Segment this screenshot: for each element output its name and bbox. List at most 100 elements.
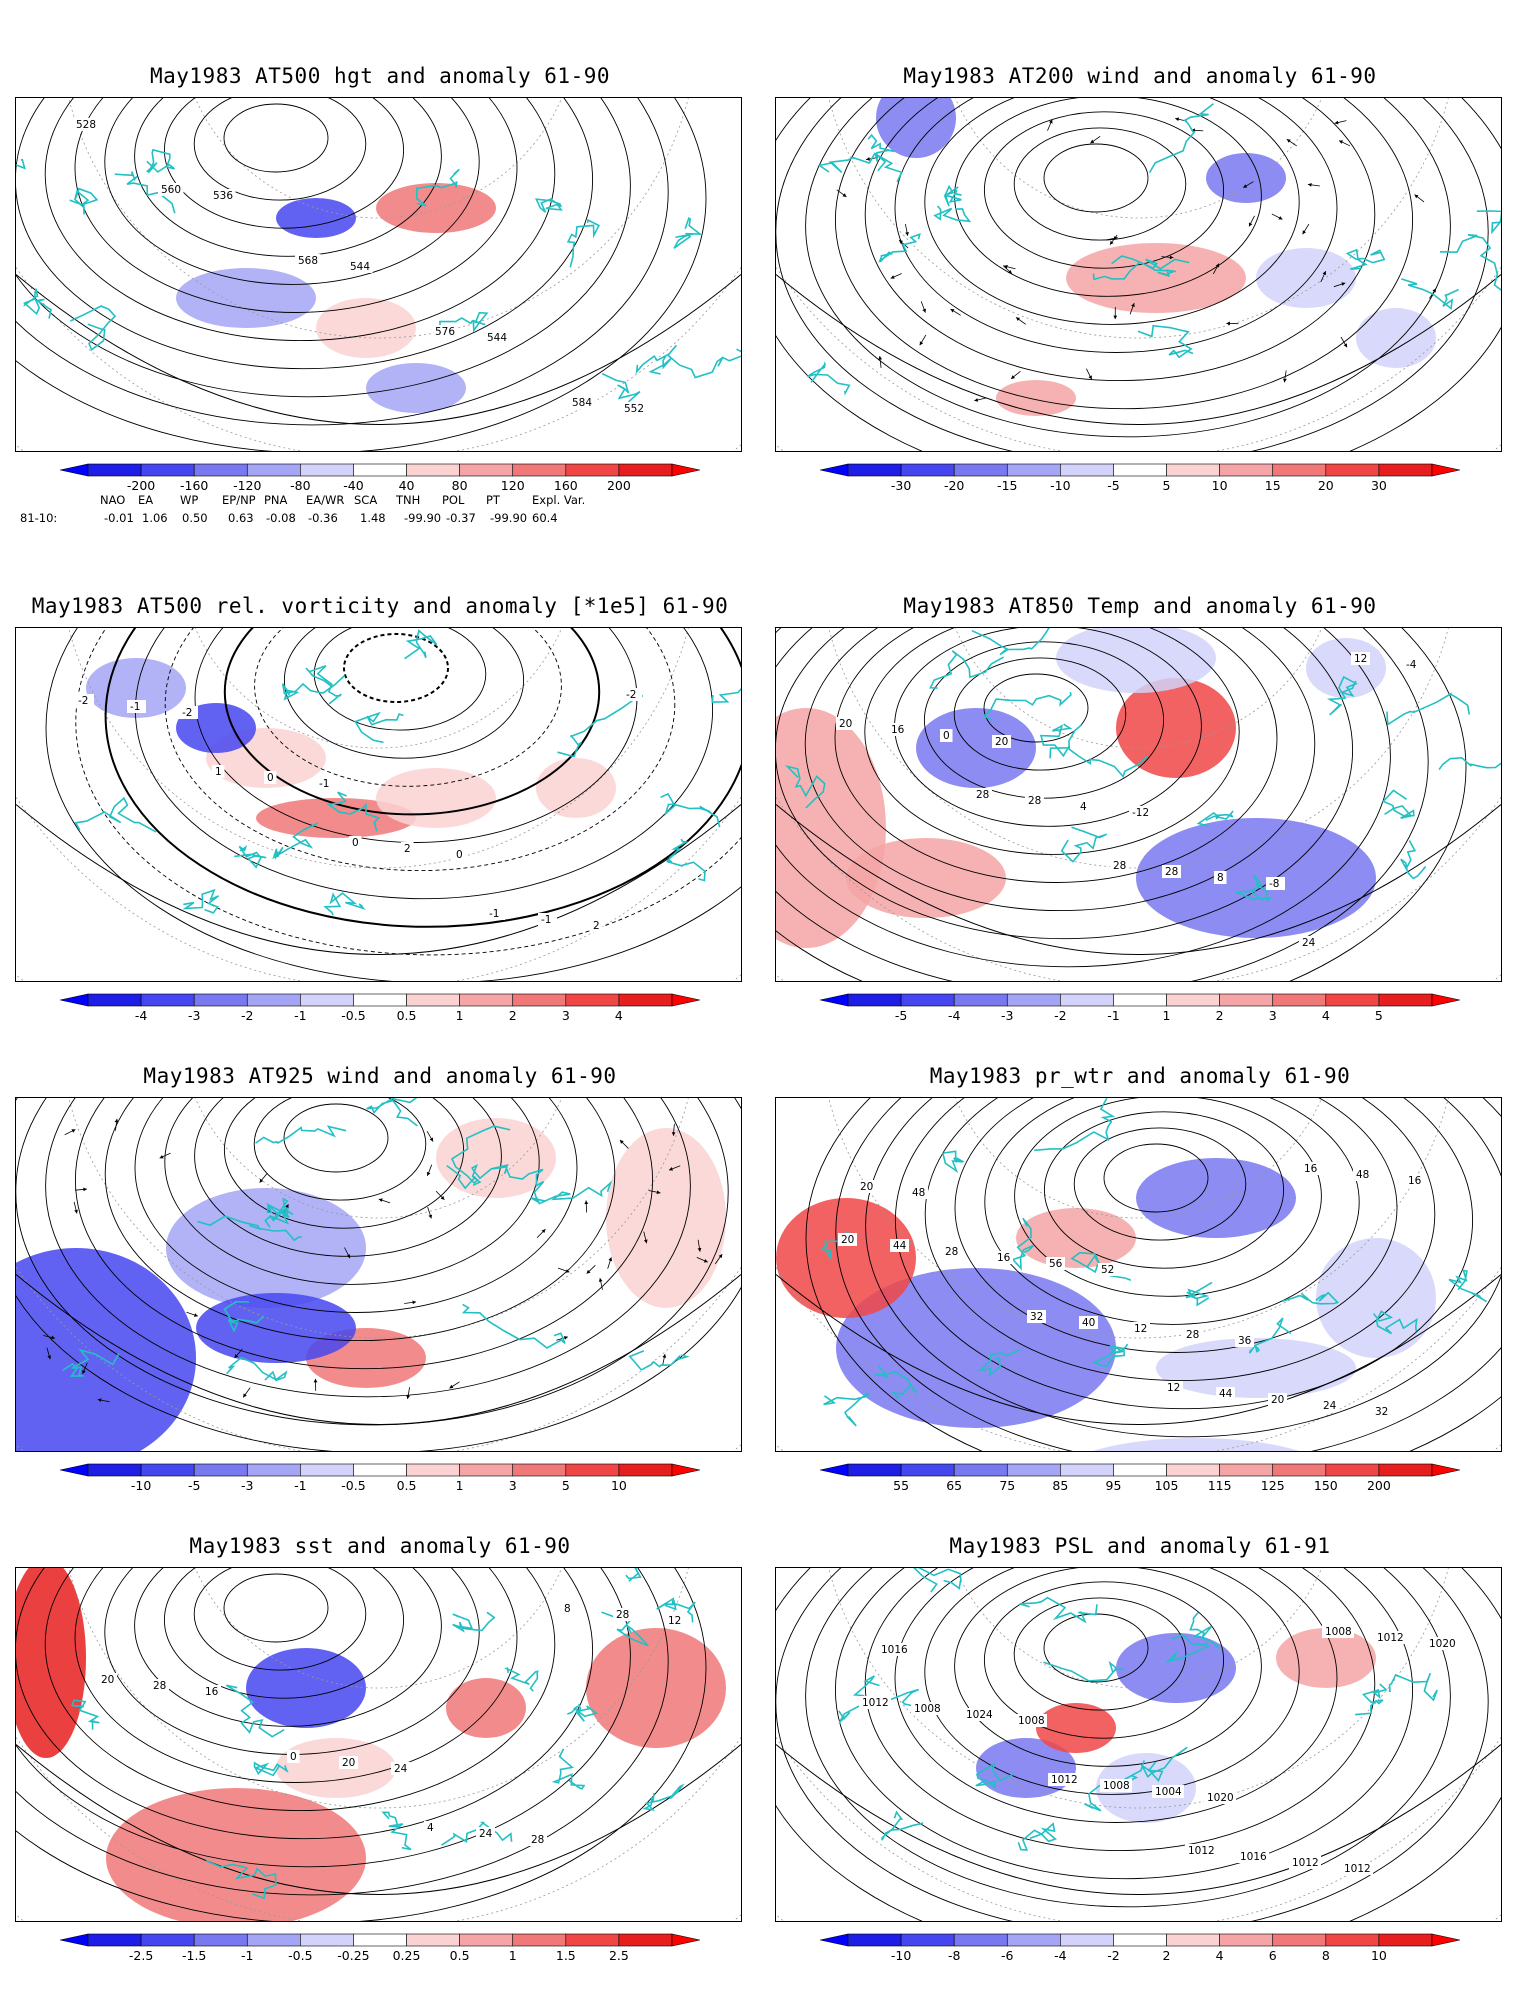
colorbar: -10 -8 -6 -4 -2 2 4 6 8 10 [819,1930,1461,1970]
colorbar-segment [1166,1933,1220,1947]
coastline [660,792,721,828]
colorbar-tick-label: -4 [947,1008,961,1023]
colorbar-segment [300,463,354,477]
coastline [146,148,175,174]
coastline [1476,210,1501,235]
streamline-arrow [1226,321,1230,326]
streamline-arrow [669,1167,674,1171]
streamline-arrow [412,1300,417,1305]
colorbar-segment [1113,463,1167,477]
contour-label-bg [1374,1631,1406,1644]
map-svg: 1020 1012 1016 1008 1004 1012 1020 1024 1008 1016… [776,1568,1501,1921]
contour-label-bg [1235,1334,1254,1347]
contour-label-bg [1048,1773,1080,1786]
contour-line [254,628,562,787]
streamline-arrow [697,1247,702,1252]
map-svg [16,1098,741,1451]
tele-header: PT [486,493,500,507]
colorbar-labels: -30 -20 -15 -10 -5 5 10 15 20 30 [820,478,1460,496]
colorbar: 55 65 75 85 95 105 115 125 150 200 [819,1460,1461,1500]
latitude-circle [194,1568,563,1689]
coastline [1017,1822,1058,1851]
contour-label: 0 [290,1751,297,1763]
hemisphere-edge [776,1744,1501,1896]
contour-label-bg [940,729,953,742]
colorbar: -4 -3 -2 -1 -0.5 0.5 1 2 3 4 [59,990,701,1030]
colorbar-tick-label: -3 [1001,1008,1014,1023]
colorbar-tick-label: 0.5 [449,1948,470,1963]
colorbar-tick-label: -4 [1054,1948,1067,1963]
negative-anomaly [1356,308,1436,368]
streamline-arrow [1339,140,1344,144]
coastline [326,791,381,832]
contour-label-bg [859,1696,891,1709]
streamline-arrow [1175,117,1180,122]
contour-label: 20 [841,1234,854,1246]
colorbar-segment [618,993,673,1007]
colorbar-tick-label: 20 [1317,478,1334,493]
contour-line [74,98,518,313]
hemisphere-edge [776,1274,1501,1426]
streamline-arrow [866,157,870,161]
positive-anomaly [446,1678,526,1738]
coastline [1043,1660,1124,1682]
colorbar-tick-label: 10 [1211,478,1228,493]
positive-anomaly [846,838,1006,918]
positive-anomaly [376,183,496,233]
contour-label-bg [838,1233,857,1246]
colorbar-segment [353,463,407,477]
contour-line [1103,1143,1209,1213]
contour-line [953,657,1127,771]
colorbar: -2.5 -1.5 -1 -0.5 -0.25 0.25 0.5 1 1.5 2.5 [59,1930,701,1970]
colorbar-segment [87,1463,142,1477]
colorbar: -5 -4 -3 -2 -1 1 2 3 4 5 [819,990,1461,1030]
contour-label: 16 [891,724,905,736]
negative-anomaly [836,1268,1116,1428]
colorbar-segment [1166,1463,1220,1477]
contour-label: 536 [213,190,233,202]
contour-label-bg [1353,1168,1372,1181]
contour-line [954,1568,1262,1767]
contour-label: 2 [404,843,411,855]
panel-title: May1983 sst and anomaly 61-90 [189,1534,571,1558]
contour-label: 1004 [1155,1786,1182,1798]
contour-label-bg [561,1602,574,1615]
colorbar: -10 -5 -3 -1 -0.5 0.5 1 3 5 10 [59,1460,701,1500]
colorbar-segment [140,1463,195,1477]
contour-label: 52 [1101,1264,1114,1276]
colorbar-segment [406,1463,460,1477]
contour-line [164,1098,540,1285]
contour-label-bg [210,189,236,202]
contour-label-bg [623,688,642,701]
colorbar-triangle-high [1431,1463,1461,1477]
coastline [381,1811,412,1851]
panel-title: May1983 AT850 Temp and anomaly 61-90 [903,594,1377,618]
coastline [354,711,404,744]
colorbar-tick-label: -1 [1107,1008,1120,1023]
contour-line [223,1098,465,1229]
streamline-arrow [1278,216,1283,220]
contour-label-bg [528,1833,547,1846]
contour-label: 16 [997,1252,1011,1264]
colorbar-svg [819,463,1461,477]
contour-line [253,1098,427,1201]
streamline-arrow [584,1200,589,1205]
colorbar-segment [1060,1463,1114,1477]
tele-header: POL [442,493,465,507]
streamline-arrow [47,1355,52,1360]
coastline [404,629,438,660]
streamline-arrow [406,1395,411,1399]
colorbar-tick-label: 6 [1268,1948,1277,1963]
colorbar-segment [1060,993,1114,1007]
negative-anomaly [1092,1438,1300,1451]
contour-label: 568 [298,255,318,267]
coastline [305,665,342,705]
contour-line [223,103,329,173]
contour-line [864,628,1240,855]
colorbar-tick-label: -0.5 [341,1008,366,1023]
contour-label-bg [349,836,362,849]
tele-value: 0.63 [228,511,254,525]
coastline [878,233,921,263]
colorbar-tick-label: 1.5 [555,1948,576,1963]
contour-label-bg [424,1821,437,1834]
